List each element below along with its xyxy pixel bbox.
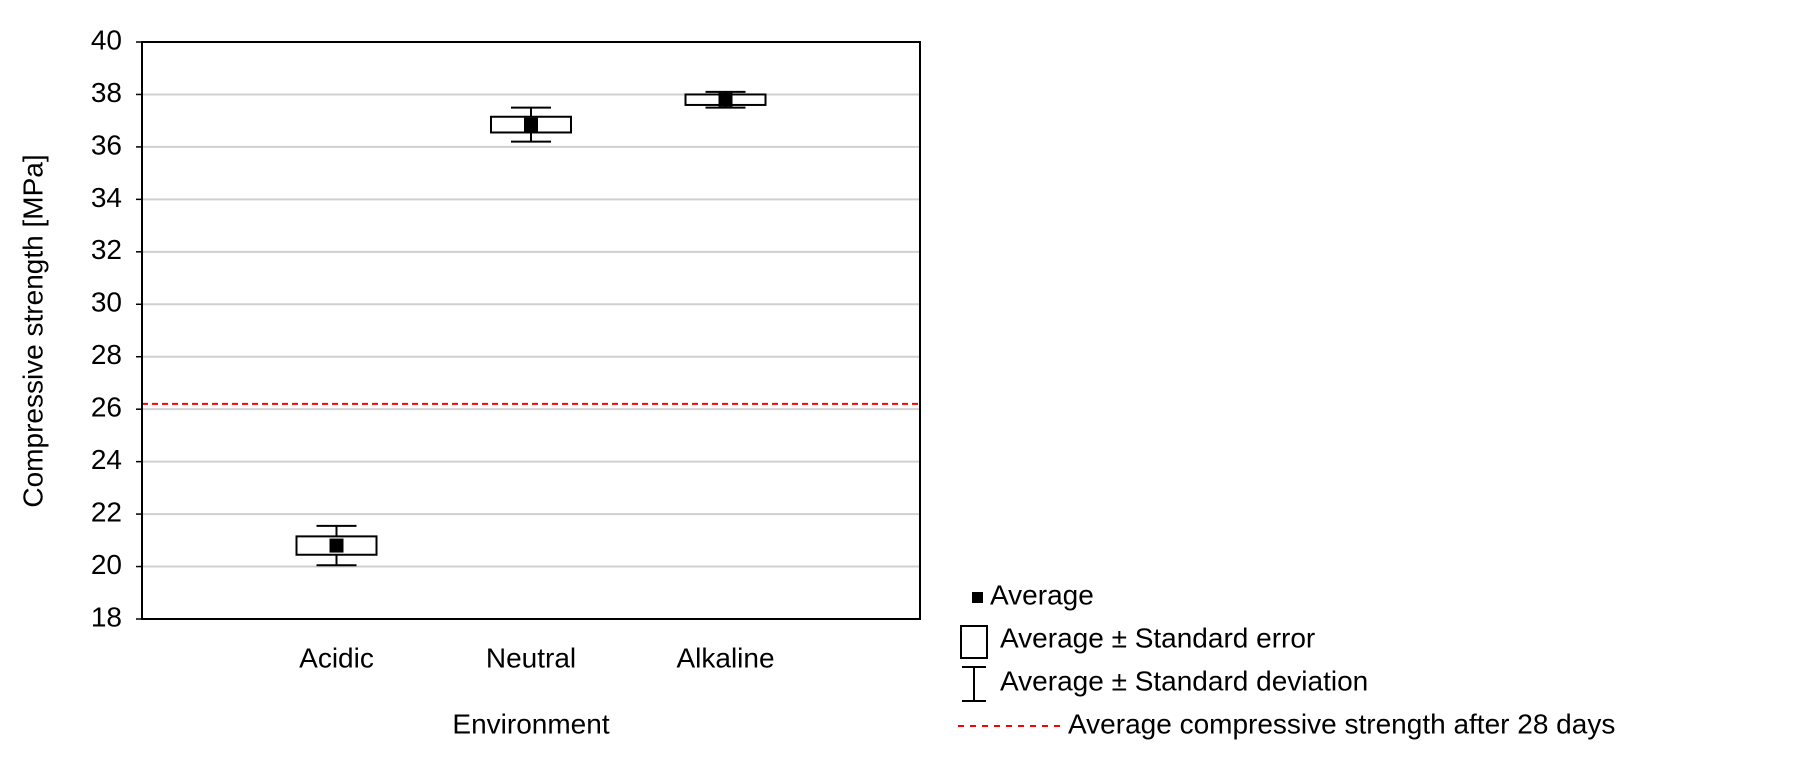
mean-marker	[718, 92, 733, 107]
x-tick-label: Alkaline	[676, 642, 774, 673]
y-tick-label: 18	[91, 601, 122, 632]
legend-label: Average ± Standard error	[1000, 622, 1315, 653]
y-tick-label: 24	[91, 444, 122, 475]
y-axis-label: Compressive strength [MPa]	[17, 154, 48, 507]
legend-label: Average compressive strength after 28 da…	[1068, 708, 1615, 739]
mean-marker	[524, 117, 538, 132]
y-tick-label: 26	[91, 392, 122, 423]
y-tick-label: 28	[91, 339, 122, 370]
y-tick-label: 22	[91, 496, 122, 527]
y-tick-label: 32	[91, 234, 122, 265]
legend-label: Average ± Standard deviation	[1000, 665, 1368, 696]
x-axis-label: Environment	[452, 708, 609, 739]
y-tick-label: 30	[91, 287, 122, 318]
y-tick-label: 20	[91, 549, 122, 580]
legend-se-icon	[960, 625, 988, 659]
y-tick-label: 40	[91, 24, 122, 55]
x-tick-label: Neutral	[486, 642, 576, 673]
x-tick-label: Acidic	[299, 642, 374, 673]
legend-mean-icon	[972, 592, 983, 603]
y-tick-label: 38	[91, 77, 122, 108]
plot-frame	[141, 41, 921, 620]
mean-marker	[329, 538, 344, 553]
legend-label: Average	[990, 579, 1094, 610]
y-tick-label: 34	[91, 182, 122, 213]
y-tick-label: 36	[91, 129, 122, 160]
